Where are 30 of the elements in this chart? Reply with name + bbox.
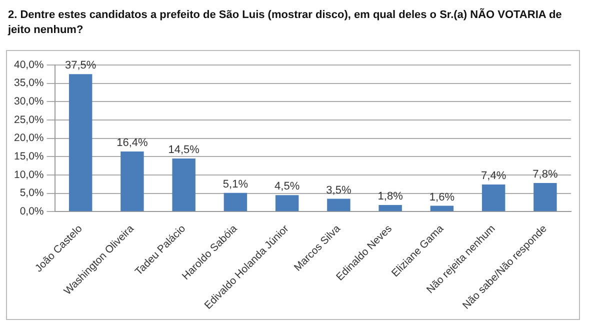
bar xyxy=(120,151,144,212)
bar xyxy=(275,195,299,212)
bar xyxy=(430,206,454,212)
data-label: 4,5% xyxy=(274,180,300,193)
bar xyxy=(482,184,506,212)
bar xyxy=(378,205,402,212)
data-label: 3,5% xyxy=(326,184,352,196)
data-label: 14,5% xyxy=(168,144,200,156)
y-tick-label: 35,0% xyxy=(14,77,44,90)
bar xyxy=(68,74,92,212)
y-tick-label: 0,0% xyxy=(20,205,44,218)
y-tick-label: 10,0% xyxy=(14,168,44,181)
data-label: 7,4% xyxy=(481,170,506,182)
bar xyxy=(534,183,557,212)
y-tick-label: 40,0% xyxy=(14,58,44,71)
data-label: 1,6% xyxy=(429,191,455,204)
data-label: 5,1% xyxy=(222,178,248,190)
y-tick-label: 25,0% xyxy=(14,114,44,126)
y-tick-label: 15,0% xyxy=(14,150,44,163)
bar xyxy=(327,198,350,212)
data-label: 1,8% xyxy=(378,190,404,203)
y-tick-label: 5,0% xyxy=(20,187,44,200)
bar xyxy=(224,192,248,212)
y-tick-label: 20,0% xyxy=(14,132,44,144)
data-label: 37,5% xyxy=(64,60,96,72)
data-label: 7,8% xyxy=(532,168,558,181)
data-label: 16,4% xyxy=(116,137,148,150)
y-tick-label: 30,0% xyxy=(14,96,44,108)
bar xyxy=(172,158,196,212)
chart-title: 2. Dentre estes candidatos a prefeito de São Luis (mostrar disco), em qual deles o Sr.(a) NÃO VOTARIA de jeito nenhum? xyxy=(8,8,563,38)
